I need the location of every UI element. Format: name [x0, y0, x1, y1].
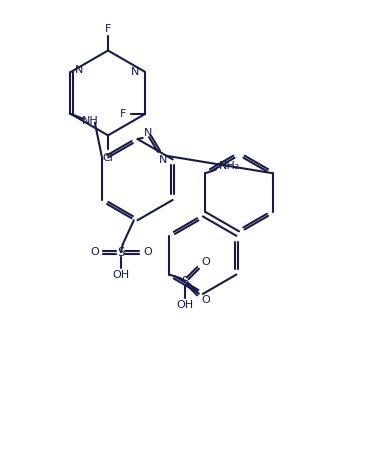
Text: Cl: Cl [102, 153, 114, 163]
Text: S: S [181, 274, 188, 288]
Text: OH: OH [176, 300, 193, 310]
Text: O: O [202, 257, 211, 267]
Text: O: O [90, 247, 99, 258]
Text: S: S [117, 246, 125, 259]
Text: N: N [144, 128, 152, 138]
Text: N: N [159, 155, 168, 165]
Text: NH: NH [82, 116, 99, 126]
Text: O: O [143, 247, 152, 258]
Text: O: O [202, 295, 211, 306]
Text: F: F [119, 109, 126, 119]
Text: F: F [105, 24, 111, 34]
Text: NH₂: NH₂ [219, 161, 240, 171]
Text: OH: OH [112, 270, 129, 280]
Text: N: N [131, 67, 140, 77]
Text: N: N [75, 65, 83, 75]
